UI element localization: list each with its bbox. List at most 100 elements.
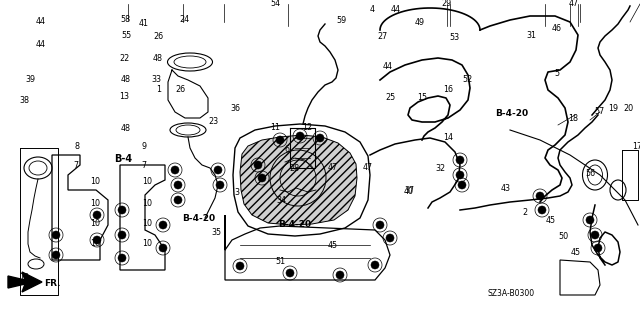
Text: 54: 54 xyxy=(270,0,280,8)
Text: 32: 32 xyxy=(435,164,445,173)
Circle shape xyxy=(171,166,179,174)
Text: 5: 5 xyxy=(554,69,559,78)
Text: 43: 43 xyxy=(500,184,511,193)
Text: 7: 7 xyxy=(73,161,78,170)
Text: 8: 8 xyxy=(74,142,79,151)
Text: 22: 22 xyxy=(119,54,129,63)
Text: 10: 10 xyxy=(142,239,152,248)
Text: 38: 38 xyxy=(19,96,29,105)
Text: 34: 34 xyxy=(276,197,287,205)
Text: 11: 11 xyxy=(270,123,280,132)
Text: 56: 56 xyxy=(585,169,595,178)
Text: 19: 19 xyxy=(608,104,618,113)
Text: 50: 50 xyxy=(558,232,568,241)
Text: 33: 33 xyxy=(152,75,162,84)
Text: B-4: B-4 xyxy=(114,154,132,165)
Text: 47: 47 xyxy=(328,163,338,172)
Circle shape xyxy=(93,211,101,219)
Text: 13: 13 xyxy=(119,93,129,101)
Circle shape xyxy=(538,206,546,214)
Text: 24: 24 xyxy=(179,15,189,24)
Text: 1: 1 xyxy=(156,85,161,94)
Text: 47: 47 xyxy=(569,0,579,8)
Circle shape xyxy=(254,161,262,169)
Text: FR.: FR. xyxy=(44,279,61,288)
Circle shape xyxy=(376,221,384,229)
Text: 39: 39 xyxy=(26,75,36,84)
Text: 29: 29 xyxy=(442,0,452,8)
Circle shape xyxy=(52,251,60,259)
Text: B-4-20: B-4-20 xyxy=(495,109,529,118)
Text: 55: 55 xyxy=(121,31,131,40)
Text: 44: 44 xyxy=(36,17,46,26)
Circle shape xyxy=(236,262,244,270)
Text: 48: 48 xyxy=(153,54,163,63)
Circle shape xyxy=(276,136,284,144)
Text: 40: 40 xyxy=(403,187,413,196)
Circle shape xyxy=(536,192,544,200)
Text: 57: 57 xyxy=(594,107,604,116)
Text: 18: 18 xyxy=(568,114,578,122)
Text: 44: 44 xyxy=(390,5,401,14)
Text: 17: 17 xyxy=(632,142,640,151)
Circle shape xyxy=(174,196,182,204)
Text: 10: 10 xyxy=(90,177,100,186)
Circle shape xyxy=(214,166,222,174)
Text: 10: 10 xyxy=(142,199,152,208)
Text: SZ3A-B0300: SZ3A-B0300 xyxy=(487,289,534,298)
Text: 3: 3 xyxy=(234,188,239,197)
Text: 46: 46 xyxy=(552,24,562,33)
Text: 27: 27 xyxy=(378,32,388,41)
Circle shape xyxy=(456,171,464,179)
Text: 41: 41 xyxy=(138,19,148,28)
Text: 6: 6 xyxy=(284,145,289,154)
Text: 45: 45 xyxy=(328,241,338,250)
Text: 9: 9 xyxy=(141,142,147,151)
Circle shape xyxy=(286,269,294,277)
Text: 15: 15 xyxy=(417,93,428,102)
Text: 25: 25 xyxy=(385,93,396,102)
Text: 49: 49 xyxy=(414,18,424,27)
Polygon shape xyxy=(240,135,357,225)
Circle shape xyxy=(458,181,466,189)
Text: 45: 45 xyxy=(571,248,581,256)
Circle shape xyxy=(174,181,182,189)
Text: 45: 45 xyxy=(545,216,556,225)
Circle shape xyxy=(159,244,167,252)
Text: 10: 10 xyxy=(90,239,100,248)
Polygon shape xyxy=(8,272,42,292)
Text: 2: 2 xyxy=(522,208,527,217)
Text: 26: 26 xyxy=(175,85,186,94)
Text: 10: 10 xyxy=(90,199,100,208)
Circle shape xyxy=(594,244,602,252)
Text: 10: 10 xyxy=(19,273,29,282)
Circle shape xyxy=(336,271,344,279)
Text: 52: 52 xyxy=(462,75,472,84)
Text: 59: 59 xyxy=(337,16,347,25)
Text: B-4-20: B-4-20 xyxy=(182,214,215,223)
Text: 4: 4 xyxy=(370,5,375,14)
Text: 10: 10 xyxy=(142,219,152,228)
Text: 47: 47 xyxy=(363,163,373,172)
Text: 44: 44 xyxy=(36,40,46,49)
Text: 10: 10 xyxy=(142,177,152,186)
Circle shape xyxy=(118,231,126,239)
Text: 28: 28 xyxy=(289,164,300,173)
Text: 44: 44 xyxy=(382,63,392,71)
Text: 51: 51 xyxy=(275,257,285,266)
Circle shape xyxy=(456,156,464,164)
Circle shape xyxy=(216,181,224,189)
Text: 20: 20 xyxy=(623,104,634,113)
Text: 48: 48 xyxy=(120,124,131,133)
Text: 48: 48 xyxy=(120,75,131,84)
Circle shape xyxy=(586,216,594,224)
Circle shape xyxy=(386,234,394,242)
Circle shape xyxy=(93,236,101,244)
Text: 23: 23 xyxy=(208,117,218,126)
Text: 36: 36 xyxy=(230,104,241,113)
Text: 37: 37 xyxy=(404,186,415,195)
Text: 35: 35 xyxy=(211,228,221,237)
Circle shape xyxy=(371,261,379,269)
Circle shape xyxy=(591,231,599,239)
Text: 58: 58 xyxy=(120,15,131,24)
